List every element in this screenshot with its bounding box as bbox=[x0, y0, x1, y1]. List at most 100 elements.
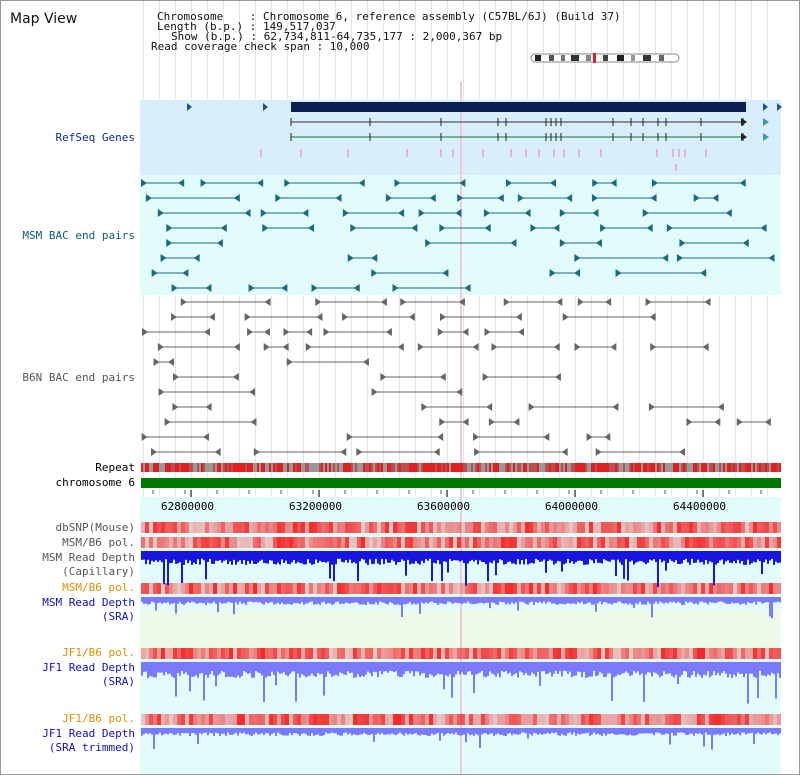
depth-bar-jf1-sra bbox=[349, 662, 351, 674]
depth-bar-jf1-trim bbox=[235, 728, 237, 733]
pol-cell bbox=[569, 648, 573, 659]
repeat-bar bbox=[685, 463, 687, 472]
depth-bar-jf1-sra bbox=[513, 662, 515, 675]
depth-bar-capillary bbox=[671, 551, 673, 561]
track-label-refseq[interactable]: RefSeq Genes bbox=[55, 131, 135, 144]
depth-bar-capillary bbox=[727, 551, 729, 561]
depth-bar-jf1-sra bbox=[753, 662, 755, 677]
depth-bar-capillary bbox=[779, 551, 781, 563]
depth-bar-msm-sra bbox=[537, 597, 539, 603]
depth-bar-jf1-sra bbox=[635, 662, 637, 673]
depth-bar-jf1-sra bbox=[445, 662, 447, 676]
track-label-msm-depth-sra[interactable]: MSM Read Depth bbox=[42, 596, 135, 609]
repeat-bar bbox=[541, 463, 543, 472]
track-label-jf1-depth-trim[interactable]: JF1 Read Depth bbox=[42, 727, 135, 740]
depth-bar-capillary bbox=[381, 551, 383, 560]
depth-bar-capillary bbox=[379, 551, 381, 565]
pol-cell bbox=[469, 583, 473, 594]
depth-bar-msm-sra bbox=[159, 597, 161, 603]
depth-bar-msm-sra bbox=[655, 597, 657, 602]
repeat-bar bbox=[205, 463, 207, 472]
pol-cell bbox=[213, 583, 217, 594]
depth-bar-jf1-sra bbox=[643, 662, 645, 702]
b6n-bac-end bbox=[513, 418, 520, 426]
dbsnp-cell bbox=[597, 522, 601, 533]
track-label-b6n-bac[interactable]: B6N BAC end pairs bbox=[22, 371, 135, 384]
dbsnp-cell bbox=[669, 522, 673, 533]
chromosome-ideogram[interactable] bbox=[529, 52, 683, 64]
depth-bar-msm-sra bbox=[727, 597, 729, 604]
b6n-bac-end bbox=[408, 313, 415, 321]
depth-bar-jf1-trim bbox=[343, 728, 345, 733]
depth-bar-msm-sra bbox=[163, 597, 165, 603]
depth-bar-jf1-sra bbox=[351, 662, 353, 673]
track-label-msm-pol-1[interactable]: MSM/B6 pol. bbox=[62, 536, 135, 549]
pol-cell bbox=[453, 648, 457, 659]
pol-cell bbox=[429, 583, 433, 594]
depth-bar-jf1-sra bbox=[241, 662, 243, 676]
depth-bar-msm-sra bbox=[671, 597, 673, 603]
repeat-bar bbox=[379, 463, 381, 472]
pol-cell bbox=[517, 583, 521, 594]
track-label-jf1-depth-sra[interactable]: JF1 Read Depth bbox=[42, 661, 135, 674]
msm-bac-end bbox=[392, 284, 399, 292]
track-label-msm-depth-cap[interactable]: MSM Read Depth bbox=[42, 551, 135, 564]
pol-cell bbox=[273, 537, 277, 548]
depth-bar-msm-sra bbox=[391, 597, 393, 603]
depth-bar-jf1-trim bbox=[167, 728, 169, 735]
repeat-bar bbox=[633, 463, 635, 472]
depth-bar-jf1-trim bbox=[165, 728, 167, 734]
pol-cell bbox=[145, 537, 149, 548]
depth-bar-jf1-sra bbox=[489, 662, 491, 672]
repeat-bar bbox=[237, 463, 239, 472]
depth-bar-msm-sra bbox=[651, 597, 653, 618]
pol-cell bbox=[361, 714, 365, 725]
repeat-bar bbox=[529, 463, 531, 472]
depth-bar-jf1-sra bbox=[435, 662, 437, 676]
grid-line bbox=[287, 1, 288, 774]
pol-cell bbox=[485, 648, 489, 659]
repeat-bar bbox=[699, 463, 701, 472]
depth-bar-jf1-trim bbox=[545, 728, 547, 734]
depth-bar-jf1-sra bbox=[211, 662, 213, 671]
depth-bar-jf1-trim bbox=[717, 728, 719, 735]
grid-line bbox=[767, 1, 768, 774]
depth-bar-jf1-sra bbox=[549, 662, 551, 673]
track-label-jf1-pol-2[interactable]: JF1/B6 pol. bbox=[62, 712, 135, 725]
pol-cell bbox=[205, 714, 209, 725]
depth-bar-jf1-trim bbox=[197, 728, 199, 745]
pol-cell bbox=[369, 648, 373, 659]
repeat-bar bbox=[653, 463, 655, 472]
pol-cell bbox=[681, 537, 685, 548]
pol-cell bbox=[597, 648, 601, 659]
depth-bar-jf1-trim bbox=[201, 728, 203, 735]
pol-cell bbox=[373, 583, 377, 594]
track-label-msm-bac[interactable]: MSM BAC end pairs bbox=[22, 229, 135, 242]
depth-bar-msm-sra bbox=[499, 597, 501, 602]
depth-bar-capillary bbox=[707, 551, 709, 564]
depth-bar-msm-sra bbox=[573, 597, 575, 604]
depth-bar-jf1-trim bbox=[445, 728, 447, 735]
depth-bar-jf1-sra bbox=[183, 662, 185, 675]
b6n-bac-end bbox=[554, 373, 561, 381]
track-label-dbsnp[interactable]: dbSNP(Mouse) bbox=[55, 521, 135, 534]
dbsnp-cell bbox=[581, 522, 585, 533]
track-label-jf1-pol-1[interactable]: JF1/B6 pol. bbox=[62, 646, 135, 659]
depth-bar-jf1-trim bbox=[465, 728, 467, 743]
repeat-bar bbox=[639, 463, 641, 472]
repeat-bar bbox=[741, 463, 743, 472]
depth-bar-msm-sra bbox=[353, 597, 355, 603]
depth-bar-jf1-trim bbox=[515, 728, 517, 735]
pol-cell bbox=[293, 714, 297, 725]
depth-bar-jf1-sra bbox=[197, 662, 199, 678]
pol-cell bbox=[489, 583, 493, 594]
pol-cell bbox=[477, 648, 481, 659]
depth-bar-capillary bbox=[329, 551, 331, 579]
pol-cell bbox=[517, 648, 521, 659]
depth-bar-jf1-sra bbox=[623, 662, 625, 674]
depth-bar-msm-sra bbox=[519, 597, 521, 602]
track-label-msm-pol-2[interactable]: MSM/B6 pol. bbox=[62, 581, 135, 594]
depth-bar-msm-sra bbox=[399, 597, 401, 605]
b6n-bac-end bbox=[650, 343, 657, 351]
